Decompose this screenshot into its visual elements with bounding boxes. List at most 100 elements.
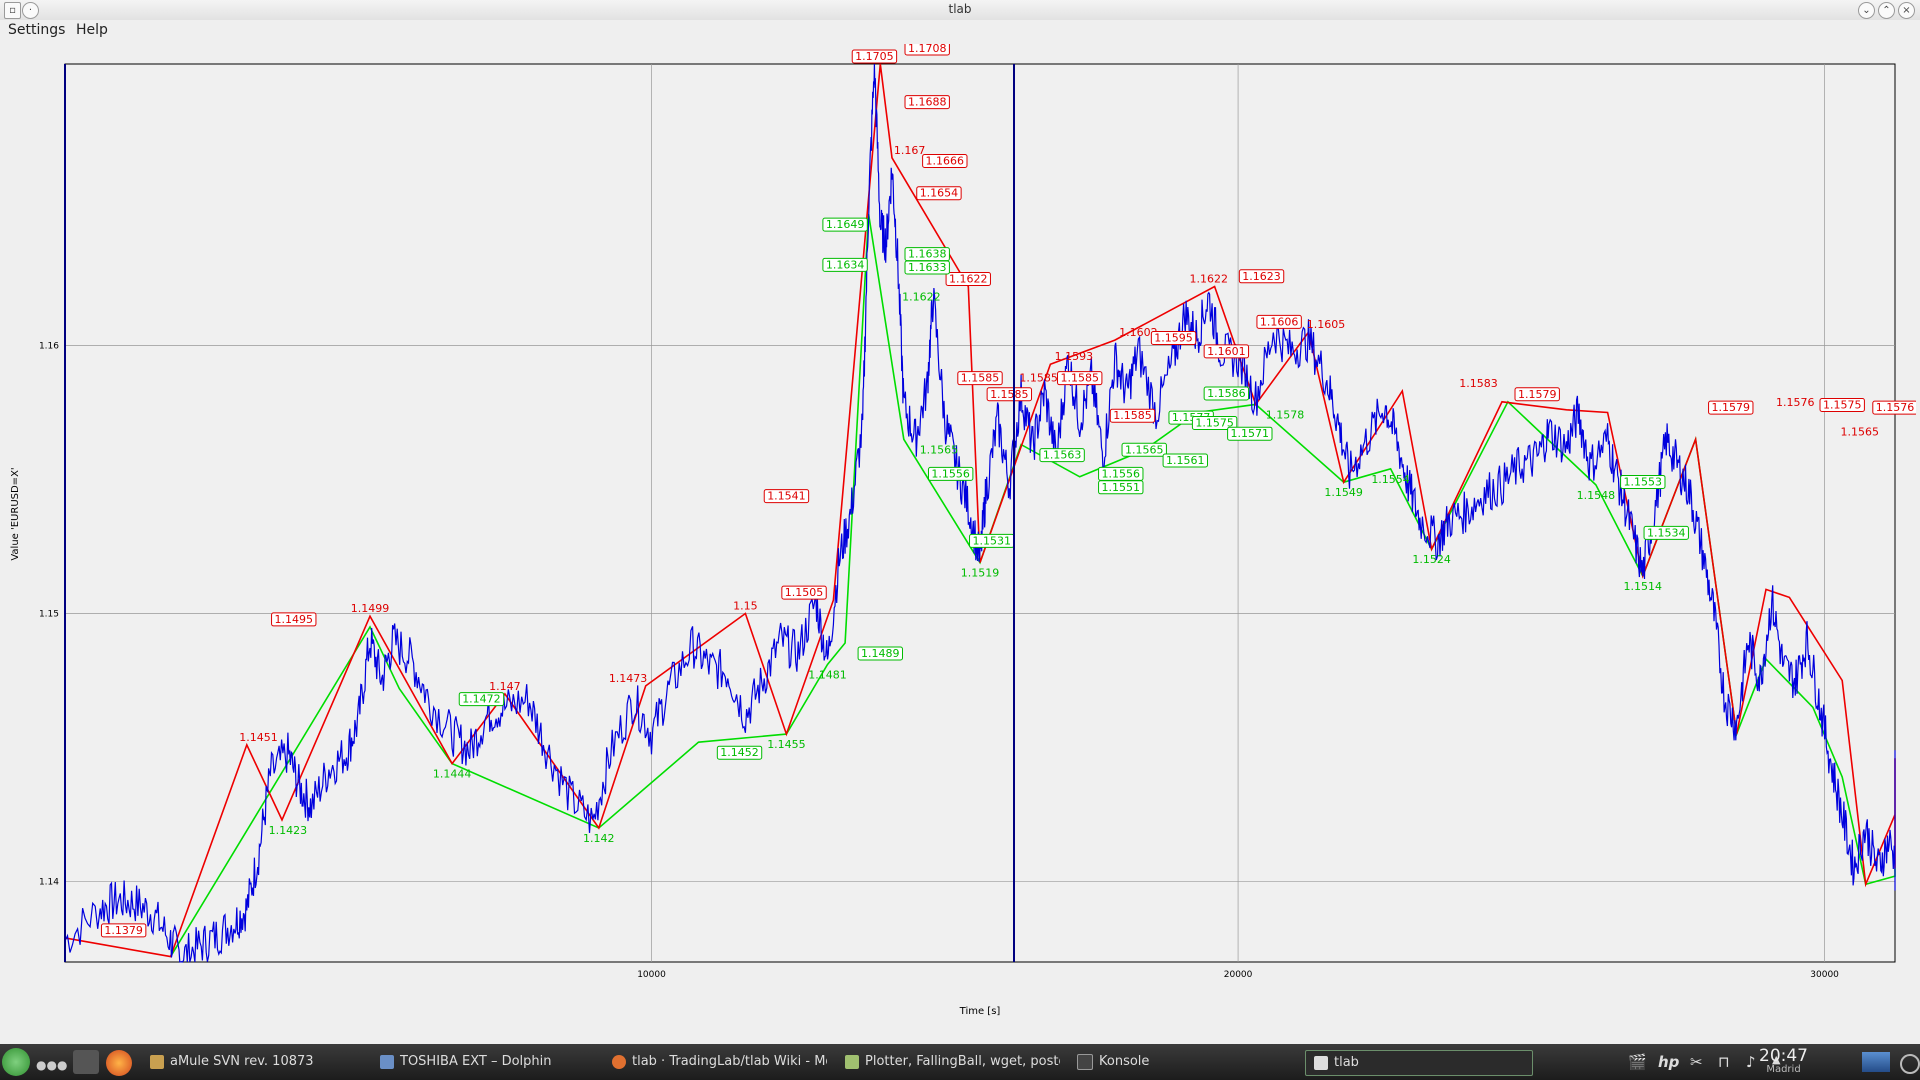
- tlab-icon: [1314, 1055, 1328, 1070]
- show-desktop-icon[interactable]: [1862, 1052, 1890, 1072]
- pivot-label-box: [957, 371, 1003, 386]
- pivot-label-box: [100, 923, 147, 938]
- volume-icon[interactable]: ♪: [1746, 1053, 1756, 1071]
- pivot-label-box: [1708, 400, 1754, 415]
- plot-frame: [64, 63, 1896, 963]
- zigzag-down-line: [64, 63, 1896, 958]
- pivot-label: 1.1688: [908, 96, 947, 109]
- task-amule[interactable]: aMule SVN rev. 10873: [150, 1050, 360, 1074]
- pivot-label: 1.142: [583, 832, 615, 845]
- pivot-label: 1.1649: [826, 218, 865, 231]
- pivot-label-box: [1039, 448, 1085, 463]
- pivot-label-box: [857, 646, 903, 661]
- pivot-label: 1.1551: [1102, 481, 1141, 494]
- clock-time: 20:47: [1759, 1046, 1808, 1066]
- x-tick-label: 10000: [637, 970, 666, 980]
- pivot-label: 1.1605: [1307, 318, 1346, 331]
- pivot-labels: 1.13791.14511.14951.14991.1471.14731.151…: [100, 41, 1918, 938]
- task-dolphin[interactable]: TOSHIBA EXT – Dolphin: [380, 1050, 600, 1074]
- firefox-small-icon: [612, 1054, 626, 1069]
- session-icon[interactable]: [1900, 1054, 1920, 1074]
- pivot-label-box: [1227, 426, 1273, 441]
- clock[interactable]: 20:47 Madrid: [1759, 1046, 1808, 1075]
- y-tick-label: 1.15: [39, 610, 59, 620]
- pivot-label: 1.1548: [1577, 489, 1616, 502]
- tray-expand-icon[interactable]: ▲: [1772, 1053, 1781, 1066]
- start-menu-icon[interactable]: [2, 1048, 30, 1076]
- pivot-label-box: [1121, 442, 1167, 457]
- pivot-label: 1.1571: [1231, 427, 1270, 440]
- pivot-label-box: [1819, 397, 1865, 412]
- plot-area[interactable]: 1.1379 1.1451 1.1495 1.1499 1.147 1.1473 1.15 1…: [4, 41, 1918, 1022]
- pivot-label-box: [763, 489, 810, 504]
- pivot-label: 1.1451: [239, 731, 278, 744]
- pivot-label: 1.1455: [767, 738, 806, 751]
- pivot-label-box: [822, 217, 868, 232]
- pivot-label: 1.1579: [1518, 388, 1557, 401]
- pivot-label-box: [1238, 269, 1285, 284]
- konsole-icon: [1077, 1053, 1093, 1070]
- pivot-label: 1.1505: [785, 586, 824, 599]
- task-firefox[interactable]: tlab · TradingLab/tlab Wiki - Moz: [612, 1050, 827, 1074]
- pivot-label: 1.1514: [1624, 580, 1663, 593]
- pager-icon[interactable]: ●●●: [36, 1058, 68, 1072]
- pivot-label: 1.1638: [908, 248, 947, 261]
- y-tick-label: 1.14: [39, 878, 59, 888]
- pivot-label: 1.167: [894, 144, 926, 157]
- pivot-label: 1.1654: [920, 187, 959, 200]
- pivot-label: 1.1534: [1647, 526, 1686, 539]
- pivot-label-box: [1150, 330, 1197, 345]
- clock-place: Madrid: [1766, 1064, 1801, 1075]
- pivot-label-box: [1643, 525, 1689, 540]
- network-icon[interactable]: ⊓: [1718, 1053, 1730, 1071]
- pivot-label: 1.1556: [1102, 467, 1141, 480]
- task-plotter[interactable]: Plotter, FallingBall, wget, postg: [845, 1050, 1060, 1074]
- pivot-label: 1.147: [489, 680, 521, 693]
- hp-icon[interactable]: hp: [1658, 1053, 1680, 1071]
- app-menu-icon[interactable]: ▫: [4, 2, 21, 19]
- pivot-label-box: [781, 585, 827, 600]
- pivot-label-box: [1191, 415, 1238, 430]
- pivot-label: 1.1565: [920, 443, 959, 456]
- pivot-label: 1.1563: [1043, 449, 1082, 462]
- pivot-label: 1.1444: [433, 768, 472, 781]
- task-konsole[interactable]: Konsole: [1077, 1050, 1217, 1074]
- pivot-label-box: [1203, 386, 1250, 401]
- media-icon[interactable]: 🎬: [1628, 1053, 1647, 1071]
- amule-icon: [150, 1054, 164, 1069]
- window-titlebar: ▫ · tlab ⌄ ⌃ ×: [0, 0, 1920, 21]
- pivot-label-box: [1620, 474, 1666, 489]
- pivot-label-box: [904, 260, 950, 275]
- price-chart[interactable]: 1.13791.14511.14951.14991.1471.14731.151…: [4, 41, 1918, 1022]
- close-icon[interactable]: ×: [1898, 2, 1915, 19]
- pivot-label-box: [458, 692, 505, 707]
- tools-icon[interactable]: ✂: [1690, 1053, 1703, 1071]
- menu-help[interactable]: Help: [76, 22, 108, 38]
- pivot-label-box: [1098, 466, 1144, 481]
- pivot-label: 1.1576: [1776, 396, 1815, 409]
- menu-settings[interactable]: Settings: [8, 22, 66, 38]
- pivot-label-box: [716, 745, 763, 760]
- pin-icon[interactable]: ·: [22, 2, 39, 19]
- pivot-label: 1.1634: [826, 258, 865, 271]
- pivot-label: 1.1473: [609, 672, 648, 685]
- pivot-label: 1.1565: [1125, 443, 1164, 456]
- maximize-icon[interactable]: ⌃: [1878, 2, 1895, 19]
- pivot-label: 1.1623: [1242, 270, 1281, 283]
- pivot-label: 1.1541: [767, 490, 806, 503]
- desktop-icon[interactable]: [73, 1050, 99, 1074]
- x-tick-label: 20000: [1224, 970, 1253, 980]
- pivot-label: 1.1606: [1260, 315, 1299, 328]
- minimize-icon[interactable]: ⌄: [1858, 2, 1875, 19]
- pivot-label: 1.1481: [808, 668, 847, 681]
- menubar: Settings Help: [0, 20, 1920, 42]
- pivot-label: 1.1585: [990, 388, 1029, 401]
- window-title: tlab: [948, 2, 972, 16]
- pivot-label: 1.15: [733, 600, 758, 613]
- task-tlab[interactable]: tlab: [1305, 1050, 1533, 1076]
- firefox-icon[interactable]: [106, 1050, 132, 1076]
- x-tick-label: 30000: [1810, 970, 1839, 980]
- pivot-label: 1.1585: [1019, 372, 1058, 385]
- pivot-label: 1.1622: [1190, 272, 1229, 285]
- pivot-label: 1.1379: [104, 924, 143, 937]
